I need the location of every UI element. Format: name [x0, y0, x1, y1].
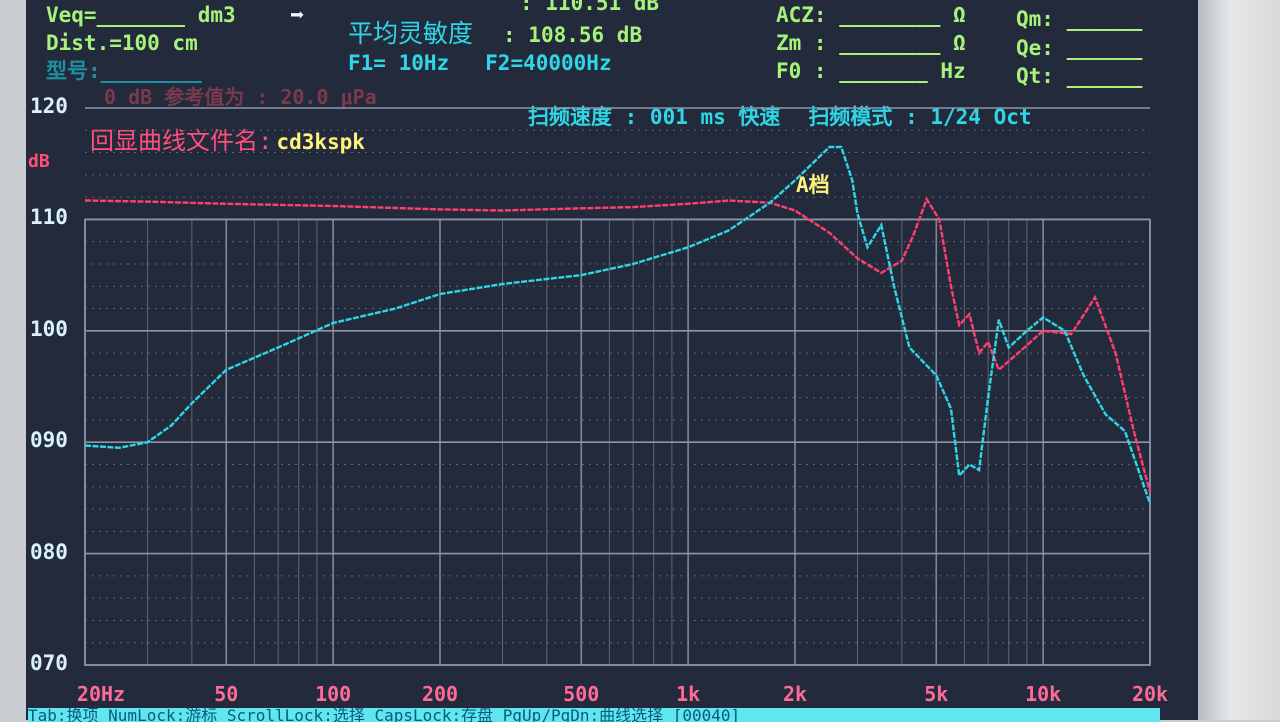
f1-label: F1= 10Hz	[348, 51, 450, 75]
file-row: 回显曲线文件名: cd3kspk	[90, 127, 365, 155]
x-tick-label: 50	[214, 682, 239, 706]
x-tick-label: 500	[563, 682, 600, 706]
y-tick-label: 090	[30, 428, 68, 453]
y-tick-label: 120	[30, 94, 68, 118]
crt-screen	[26, 0, 1198, 720]
x-tick-label: 200	[421, 682, 459, 706]
y-tick-label: 110	[30, 205, 68, 230]
y-tick-label: 080	[30, 539, 68, 564]
x-tick-label: 2k	[782, 682, 808, 706]
x-tick-label: 20Hz	[76, 682, 126, 706]
plot-frame	[84, 218, 1151, 666]
model-label: 型号:________	[46, 59, 202, 83]
y-tick-label: 100	[30, 316, 68, 341]
zm-label: Zm : ________ Ω	[776, 31, 966, 55]
series-line-1	[84, 145, 1152, 504]
status-bar: Tab:换项 NumLock:游标 ScrollLock:选择 CapsLock…	[28, 708, 1160, 722]
sweep-row: 扫频速度 : 001 ms 快速 扫频模式 : 1/24 Oct	[528, 105, 1032, 129]
x-tick-label: 1k	[676, 682, 701, 706]
distance-label: Dist.=100 cm	[46, 31, 198, 55]
series-line-0	[84, 196, 1152, 493]
sensitivity-value: : 110.51 dB	[520, 0, 660, 15]
qe-label: Qe: ______	[1016, 36, 1143, 60]
f2-label: F2=40000Hz	[485, 51, 612, 75]
sweep-speed-label: 扫频速度 : 001 ms 快速	[528, 105, 781, 129]
monitor-bezel	[1198, 0, 1280, 720]
x-tick-label: 10k	[1025, 682, 1062, 706]
y-tick-label: 070	[30, 651, 68, 675]
veq-label: Veq=_______ dm3	[46, 3, 236, 27]
f0-label: F0 : _______ Hz	[776, 59, 966, 83]
avg-sensitivity-label: 平均灵敏度	[348, 19, 474, 48]
reference-label: 0 dB 参考值为 : 20.0 μPa	[104, 85, 377, 109]
y-axis-label: dB	[28, 151, 50, 172]
a-weighting-label: A档	[796, 173, 830, 197]
file-name: cd3kspk	[276, 130, 365, 154]
frequency-range-row: F1= 10Hz F2=40000Hz	[348, 51, 612, 75]
x-tick-label: 20k	[1131, 682, 1169, 706]
qt-label: Qt: ______	[1016, 64, 1143, 88]
sweep-mode-label: 扫频模式 : 1/24 Oct	[808, 105, 1032, 129]
qm-label: Qm: ______	[1016, 7, 1143, 31]
x-tick-label: 5k	[924, 682, 949, 706]
avg-sensitivity-row: 平均灵敏度 : 108.56 dB	[348, 20, 642, 48]
x-tick-label: 100	[315, 682, 352, 706]
acz-label: ACZ: ________ Ω	[776, 3, 966, 27]
avg-sensitivity-value: : 108.56 dB	[503, 23, 643, 47]
arrow-icon: ➡	[290, 1, 305, 29]
file-label: 回显曲线文件名:	[90, 127, 273, 155]
